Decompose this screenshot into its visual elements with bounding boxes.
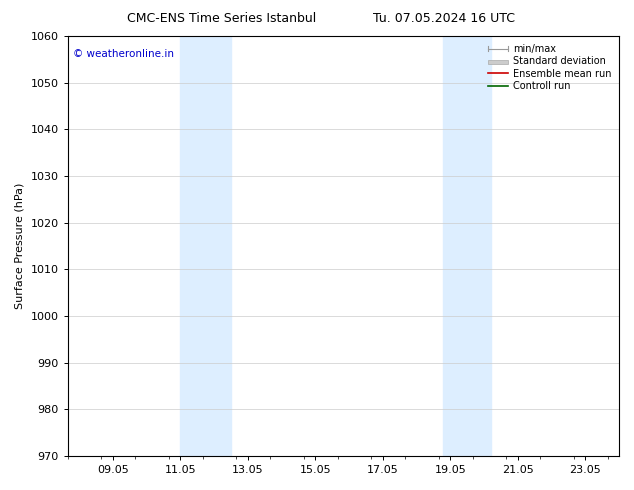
Bar [444,36,491,456]
Text: CMC-ENS Time Series Istanbul: CMC-ENS Time Series Istanbul [127,12,316,25]
Text: © weatheronline.in: © weatheronline.in [73,49,174,59]
Bar [180,36,231,456]
Legend: min/max, Standard deviation, Ensemble mean run, Controll run: min/max, Standard deviation, Ensemble me… [486,41,614,94]
Text: Tu. 07.05.2024 16 UTC: Tu. 07.05.2024 16 UTC [373,12,515,25]
Y-axis label: Surface Pressure (hPa): Surface Pressure (hPa) [15,183,25,309]
